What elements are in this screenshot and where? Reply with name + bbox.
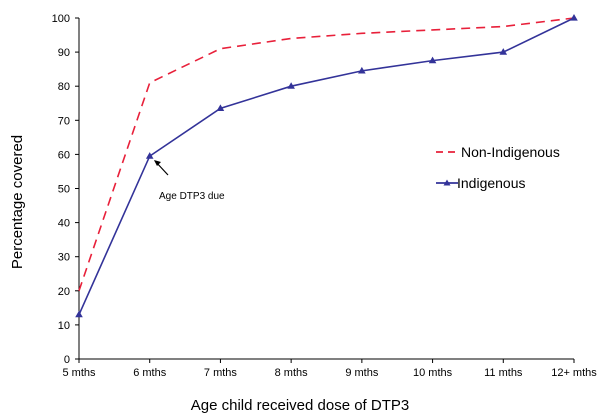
x-axis-ticks: 5 mths 6 mths 7 mths 8 mths 9 mths 10 mths 11 … (62, 359, 597, 379)
annotation-arrowhead (154, 160, 161, 166)
data-point (358, 66, 366, 74)
y-tick-label: 30 (58, 252, 70, 264)
series-line-non-indigenous (78, 17, 575, 292)
y-tick-label: 70 (58, 115, 70, 127)
y-tick-label: 100 (52, 13, 70, 25)
annotation-label: Age DTP3 due (159, 191, 225, 202)
data-point (75, 310, 83, 318)
y-tick-label: 50 (58, 184, 70, 196)
x-axis-title: Age child received dose of DTP3 (191, 397, 409, 414)
data-point (499, 48, 508, 55)
x-tick-label: 9 mths (345, 367, 379, 379)
legend-label-indigenous: Indigenous (457, 175, 526, 191)
x-tick-label: 7 mths (204, 367, 238, 379)
y-tick-label: 90 (58, 47, 70, 59)
data-point (216, 104, 225, 111)
y-tick-label: 0 (64, 354, 70, 366)
data-point (287, 82, 295, 89)
y-axis-title: Percentage covered (9, 135, 26, 269)
y-axis-ticks: 0 10 20 30 40 50 60 70 80 90 100 (52, 13, 79, 366)
data-point (145, 152, 154, 159)
x-tick-label: 12+ mths (551, 367, 597, 379)
x-tick-label: 11 mths (484, 367, 523, 379)
y-tick-label: 20 (58, 286, 70, 298)
y-tick-label: 60 (58, 149, 70, 161)
y-tick-label: 80 (58, 81, 70, 93)
series-layer (75, 14, 578, 318)
y-tick-label: 10 (58, 320, 70, 332)
x-tick-label: 8 mths (275, 367, 309, 379)
x-tick-label: 10 mths (413, 367, 453, 379)
series-line-indigenous (78, 17, 575, 315)
data-point (428, 56, 437, 64)
x-tick-label: 6 mths (133, 367, 167, 379)
legend: Non-Indigenous Indigenous (436, 144, 560, 191)
y-tick-label: 40 (58, 218, 70, 230)
data-point (570, 14, 578, 21)
legend-marker-indigenous (443, 179, 451, 186)
legend-label-non-indigenous: Non-Indigenous (461, 144, 560, 160)
x-tick-label: 5 mths (62, 367, 96, 379)
annotation: Age DTP3 due (154, 160, 225, 202)
